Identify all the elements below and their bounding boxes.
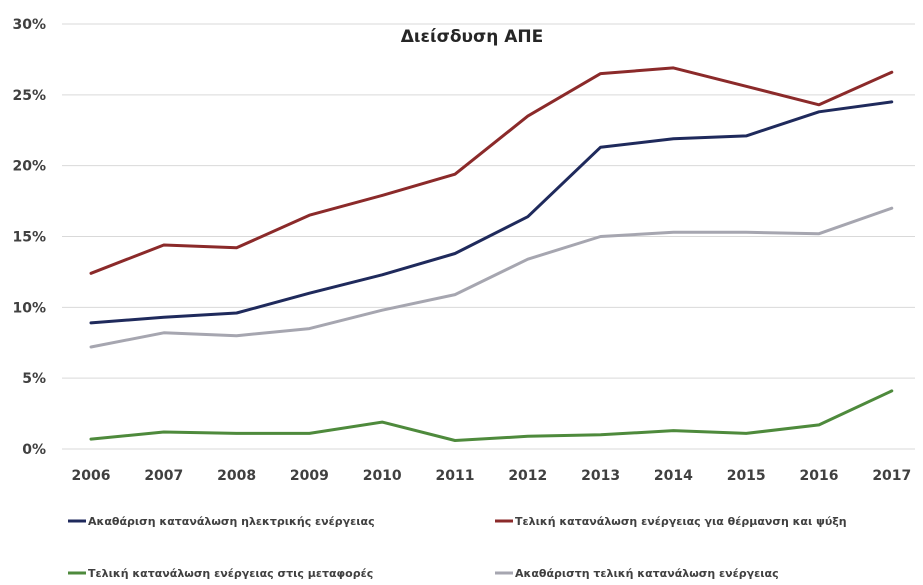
- x-tick-label: 2008: [217, 468, 256, 484]
- series-lines: [89, 66, 894, 442]
- y-tick-label: 30%: [12, 17, 46, 33]
- y-tick-label: 10%: [12, 300, 46, 316]
- x-tick-label: 2016: [800, 468, 839, 484]
- legend-item-4: Ακαθάριστη τελική κατανάλωση ενέργειας: [495, 567, 779, 580]
- x-tick-label: 2012: [508, 468, 547, 484]
- gridlines: [62, 23, 915, 450]
- x-tick-label: 2017: [872, 468, 911, 484]
- legend-label: Τελική κατανάλωση ενέργειας στις μεταφορ…: [88, 567, 373, 580]
- y-axis-ticks: 0% 5% 10% 15% 20% 25% 30%: [12, 17, 46, 458]
- x-tick-label: 2010: [363, 468, 402, 484]
- series-line-3: [89, 389, 894, 442]
- x-tick-label: 2014: [654, 468, 693, 484]
- legend-label: Τελική κατανάλωση ενέργειας για θέρμανση…: [515, 515, 847, 528]
- series-line-4: [89, 206, 894, 349]
- series-line-2: [89, 66, 894, 275]
- x-tick-label: 2007: [144, 468, 183, 484]
- chart-title: Διείσδυση ΑΠΕ: [401, 27, 544, 47]
- legend-item-3: Τελική κατανάλωση ενέργειας στις μεταφορ…: [68, 567, 373, 580]
- legend-label: Ακαθάριση κατανάλωση ηλεκτρικής ενέργεια…: [88, 515, 375, 528]
- x-tick-label: 2006: [72, 468, 111, 484]
- y-tick-label: 25%: [12, 88, 46, 104]
- x-tick-label: 2009: [290, 468, 329, 484]
- y-tick-label: 0%: [22, 442, 46, 458]
- x-tick-label: 2015: [727, 468, 766, 484]
- y-tick-label: 15%: [12, 230, 46, 246]
- y-tick-label: 5%: [22, 371, 46, 387]
- legend-label: Ακαθάριστη τελική κατανάλωση ενέργειας: [515, 567, 779, 580]
- series-line-1: [89, 100, 894, 325]
- y-tick-label: 20%: [12, 159, 46, 175]
- legend-item-1: Ακαθάριση κατανάλωση ηλεκτρικής ενέργεια…: [68, 515, 375, 528]
- x-tick-label: 2013: [581, 468, 620, 484]
- x-tick-label: 2011: [436, 468, 475, 484]
- x-axis-ticks: 2006 2007 2008 2009 2010 2011 2012 2013 2014 2015…: [72, 468, 912, 484]
- legend-item-2: Τελική κατανάλωση ενέργειας για θέρμανση…: [495, 515, 847, 528]
- legend: Ακαθάριση κατανάλωση ηλεκτρικής ενέργεια…: [68, 515, 847, 580]
